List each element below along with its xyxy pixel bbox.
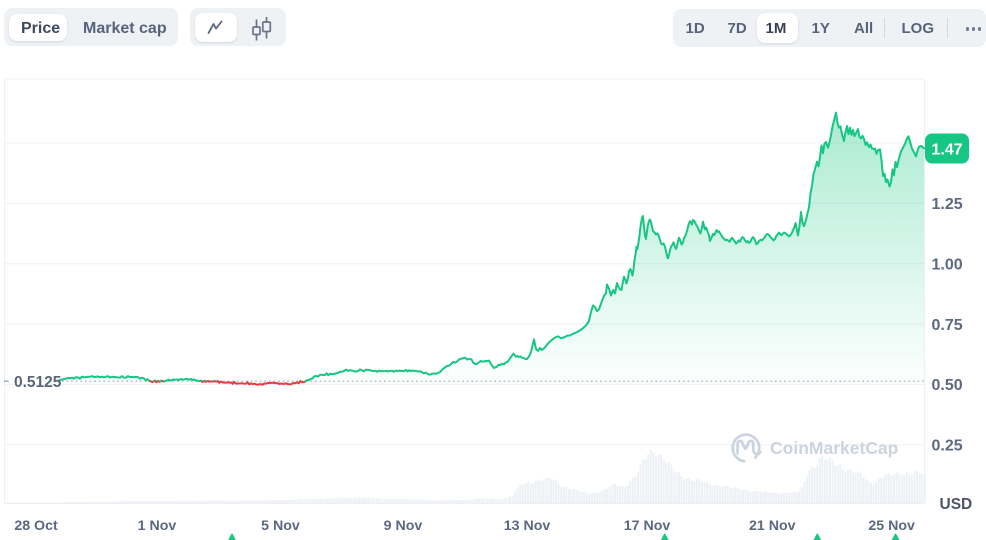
- svg-text:1.25: 1.25: [932, 196, 963, 213]
- svg-text:5 Nov: 5 Nov: [261, 518, 300, 534]
- svg-text:9 Nov: 9 Nov: [384, 518, 423, 534]
- svg-text:USD: USD: [940, 496, 973, 513]
- svg-text:1 Nov: 1 Nov: [138, 518, 177, 534]
- svg-text:17 Nov: 17 Nov: [624, 518, 671, 534]
- svg-text:1.47: 1.47: [931, 142, 962, 159]
- svg-text:0.25: 0.25: [932, 438, 963, 455]
- svg-text:0.5125: 0.5125: [14, 374, 62, 391]
- svg-text:28 Oct: 28 Oct: [14, 518, 58, 534]
- svg-text:25 Nov: 25 Nov: [868, 518, 915, 534]
- svg-text:0.75: 0.75: [932, 317, 963, 334]
- svg-text:CoinMarketCap: CoinMarketCap: [770, 438, 898, 458]
- svg-text:0.50: 0.50: [932, 377, 963, 394]
- svg-text:1.00: 1.00: [932, 257, 963, 274]
- svg-text:21 Nov: 21 Nov: [749, 518, 796, 534]
- svg-text:13 Nov: 13 Nov: [504, 518, 551, 534]
